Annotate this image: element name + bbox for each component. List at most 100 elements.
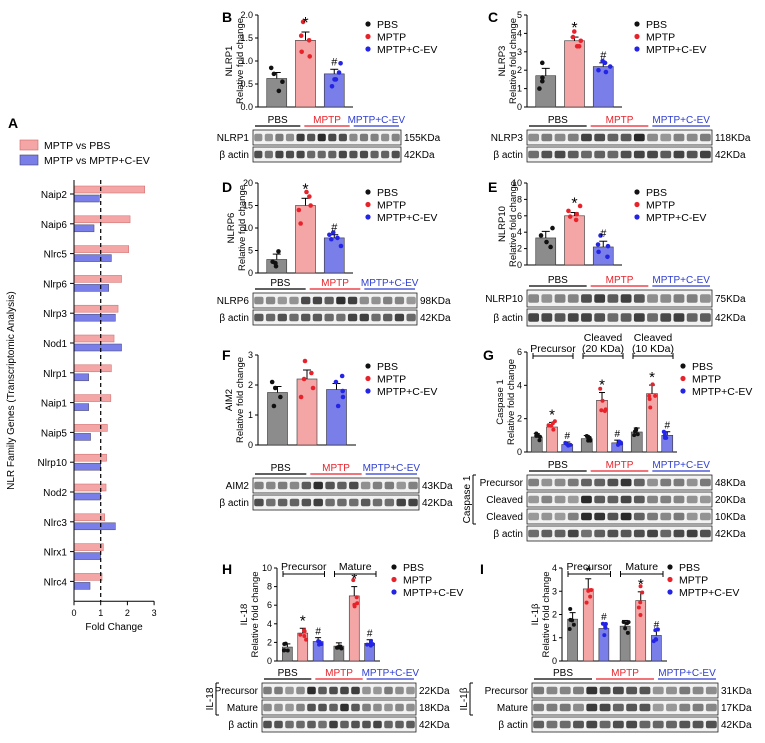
point-c-0-3 (540, 78, 545, 84)
blot-band-e-0-6 (607, 294, 619, 303)
blot-band-i-2-3 (573, 720, 584, 729)
blot-band-e-0-7 (620, 294, 632, 303)
y-axis-protein-f: AIM2 (224, 389, 235, 411)
y-tick-label-e-0: 0 (517, 260, 522, 270)
blot-band-f-1-1 (266, 498, 276, 507)
blot-band-h-0-9 (362, 686, 371, 695)
panel-letter-A: A (8, 115, 18, 131)
y-axis-title: NLR Family Genes (Transcriptomic Analysi… (6, 291, 17, 490)
blot-band-h-2-9 (362, 720, 371, 729)
blot-band-i-1-3 (573, 703, 584, 712)
point-g-1-1-3 (600, 398, 605, 403)
legend-label-b-2: MPTP+C-EV (377, 44, 437, 56)
blot-band-h-0-10 (373, 686, 382, 695)
blot-band-g-3-6 (607, 529, 619, 538)
blot-band-e-1-9 (647, 313, 658, 322)
blot-band-d-0-7 (336, 296, 346, 305)
legend-label-b-1: MPTP (377, 32, 406, 44)
panel-letter-I: I (480, 561, 484, 577)
point-e-1-4 (577, 203, 583, 209)
blot-band-h-0-13 (406, 686, 415, 695)
sig-marker-b-1: * (302, 15, 308, 32)
blot-band-d-0-9 (359, 296, 369, 305)
sig-marker-g-1-2: # (614, 429, 620, 440)
blot-band-c-1-8 (633, 150, 645, 159)
point-g-0-1-4 (552, 419, 557, 424)
point-b-2-3 (338, 61, 343, 66)
blot-band-c-0-2 (554, 133, 566, 142)
blot-band-e-0-12 (686, 294, 698, 303)
subgroup-label-g-1-a: Cleaved (584, 332, 623, 344)
category-label-naip1: Naip1 (41, 399, 68, 410)
blot-band-h-2-5 (318, 720, 327, 729)
blot-band-b-1-10 (359, 150, 369, 159)
blot-band-i-2-4 (586, 720, 598, 729)
bar-d-mptpcev (323, 237, 345, 274)
legend-label-h-0: PBS (403, 562, 424, 574)
blot-band-i-1-10 (666, 703, 677, 712)
blot-band-e-0-8 (633, 294, 645, 303)
lane-label-g-cev: MPTP+C-EV (652, 460, 710, 471)
blot-band-g-2-10 (660, 512, 672, 521)
bar-i-0-1 (582, 588, 594, 662)
legend-dot-g-2 (680, 388, 686, 394)
legend-dot-b-0 (365, 21, 371, 27)
blot-band-g-1-4 (581, 495, 592, 504)
point-b-0-2 (271, 71, 277, 77)
subgroup-label-g-1-b: (20 KDa) (582, 343, 624, 355)
sig-marker-h-0-2: # (315, 627, 321, 638)
bar-c-mptpcev (592, 66, 614, 108)
blot-band-c-1-0 (528, 150, 540, 159)
blot-band-h-0-11 (384, 686, 393, 695)
point-c-0-0 (537, 86, 542, 91)
blot-bracket-label-h: IL-18 (205, 687, 216, 710)
blot-band-i-2-1 (546, 720, 558, 729)
point-c-2-2 (607, 64, 613, 69)
y-tick-label-b-1: 0.5 (240, 79, 253, 89)
bar-mptp-vs-cev-nlrc4 (73, 582, 91, 590)
blot-band-g-3-3 (567, 529, 579, 538)
legend-dot-c-2 (634, 46, 640, 52)
blot-band-f-0-7 (337, 481, 347, 490)
blot-band-d-0-4 (301, 296, 311, 305)
point-g-2-0-0 (635, 432, 640, 437)
x-tick-label-0: 0 (71, 608, 76, 618)
legend-label-e-0: PBS (646, 187, 667, 199)
bar-mptp-vs-cev-nlrp10 (73, 462, 101, 471)
blot-band-f-1-13 (408, 498, 418, 507)
point-d-2-0 (338, 243, 344, 249)
y-axis-protein-b: NLRP1 (224, 46, 235, 77)
blot-band-b-0-3 (285, 133, 295, 142)
y-tick-label-i-0: 0 (552, 656, 557, 666)
blot-band-g-1-13 (699, 495, 711, 504)
blot-band-i-1-13 (705, 703, 717, 712)
point-d-0-3 (273, 260, 278, 266)
blot-band-b-1-11 (370, 150, 379, 159)
blot-row-label-h-0: Precursor (215, 686, 259, 697)
y-axis-title-i: Relative fold change (541, 571, 552, 657)
point-g-1-0-4 (587, 435, 592, 440)
blot-band-h-2-3 (296, 720, 305, 729)
y-axis-protein-h: IL-18 (239, 604, 250, 626)
blot-band-h-2-8 (351, 720, 360, 729)
blot-band-d-1-10 (371, 313, 381, 322)
lane-label-h-cev: MPTP+C-EV (362, 668, 420, 679)
point-d-1-2 (307, 194, 312, 199)
legend-dot-h-2 (391, 589, 397, 595)
blot-band-h-0-5 (318, 686, 327, 695)
blot-kda-f-0: 43KDa (422, 481, 453, 492)
y-tick-label-h-4: 8 (267, 582, 272, 592)
blot-band-f-0-6 (325, 481, 335, 490)
sig-marker-g-2-2: # (664, 421, 670, 432)
point-i-1-0-0 (621, 620, 626, 625)
point-c-0-1 (540, 75, 545, 80)
blot-band-i-1-12 (692, 703, 704, 712)
blot-band-g-2-13 (699, 512, 711, 521)
blot-band-i-1-5 (599, 703, 611, 712)
point-e-2-3 (596, 249, 601, 255)
blot-band-g-1-6 (607, 495, 619, 504)
point-g-0-0-1 (537, 438, 542, 443)
blot-band-b-0-10 (359, 133, 369, 142)
blot-band-g-3-9 (647, 529, 658, 538)
